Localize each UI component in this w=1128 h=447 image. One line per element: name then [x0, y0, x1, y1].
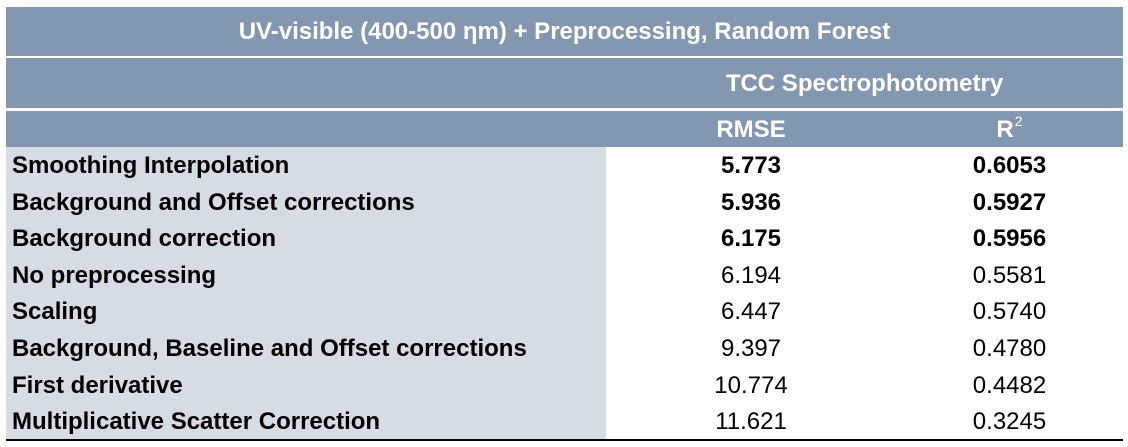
row-label: Smoothing Interpolation	[12, 152, 290, 179]
row-label: Background correction	[12, 225, 277, 253]
bottom-rule	[6, 439, 1123, 441]
table-row: Multiplicative Scatter Correction 11.621 0…	[6, 403, 1123, 440]
table-row: No preprocessing 6.194 0.5581	[6, 257, 1123, 294]
r2-cell: 0.3245	[972, 408, 1047, 436]
rmse-cell: 5.773	[720, 152, 782, 179]
row-label-background	[6, 147, 606, 439]
rmse-column-header: RMSE	[716, 116, 786, 143]
r2-cell: 0.6053	[972, 152, 1047, 179]
rmse-cell: 11.621	[715, 408, 787, 436]
rmse-cell: 10.774	[714, 371, 788, 399]
table-row: Background and Offset corrections 5.936 0.…	[6, 184, 1123, 221]
r2-cell: 0.5956	[972, 225, 1047, 253]
r2-cell: 0.5581	[972, 261, 1047, 289]
table-row: Smoothing Interpolation 5.773 0.6053	[6, 147, 1123, 184]
row-label: Background, Baseline and Offset correcti…	[12, 335, 527, 362]
row-label: No preprocessing	[12, 261, 217, 289]
table-row: Scaling 6.447 0.5740	[6, 293, 1123, 330]
rmse-cell: 9.397	[720, 335, 782, 362]
r2-column-header: R2	[896, 111, 1123, 147]
group-header-row: TCC Spectrophotometry	[6, 58, 1123, 108]
results-table: UV-visible (400-500 ηm) + Preprocessing,…	[6, 7, 1123, 441]
rmse-cell: 6.194	[720, 261, 782, 289]
rmse-cell: 5.936	[720, 188, 782, 216]
table-row: First derivative 10.774 0.4482	[6, 367, 1123, 404]
group-header-label: TCC Spectrophotometry	[725, 70, 1004, 97]
rmse-cell: 6.447	[720, 298, 782, 326]
r2-cell: 0.4780	[972, 335, 1047, 362]
r2-header-superscript: 2	[1014, 113, 1023, 129]
r2-header-base: R	[996, 116, 1014, 143]
table-row: Background, Baseline and Offset correcti…	[6, 330, 1123, 367]
row-label: First derivative	[12, 371, 183, 399]
r2-cell: 0.5927	[972, 188, 1047, 216]
row-label: Multiplicative Scatter Correction	[12, 408, 381, 436]
row-label: Background and Offset corrections	[12, 188, 415, 216]
r2-cell: 0.4482	[972, 371, 1047, 399]
rmse-cell: 6.175	[720, 225, 782, 253]
table-row: Background correction 6.175 0.5956	[6, 220, 1123, 257]
row-label: Scaling	[12, 298, 98, 326]
column-header-row: RMSE R2	[6, 111, 1123, 147]
r2-cell: 0.5740	[972, 298, 1047, 326]
table-title: UV-visible (400-500 ηm) + Preprocessing,…	[6, 7, 1123, 56]
